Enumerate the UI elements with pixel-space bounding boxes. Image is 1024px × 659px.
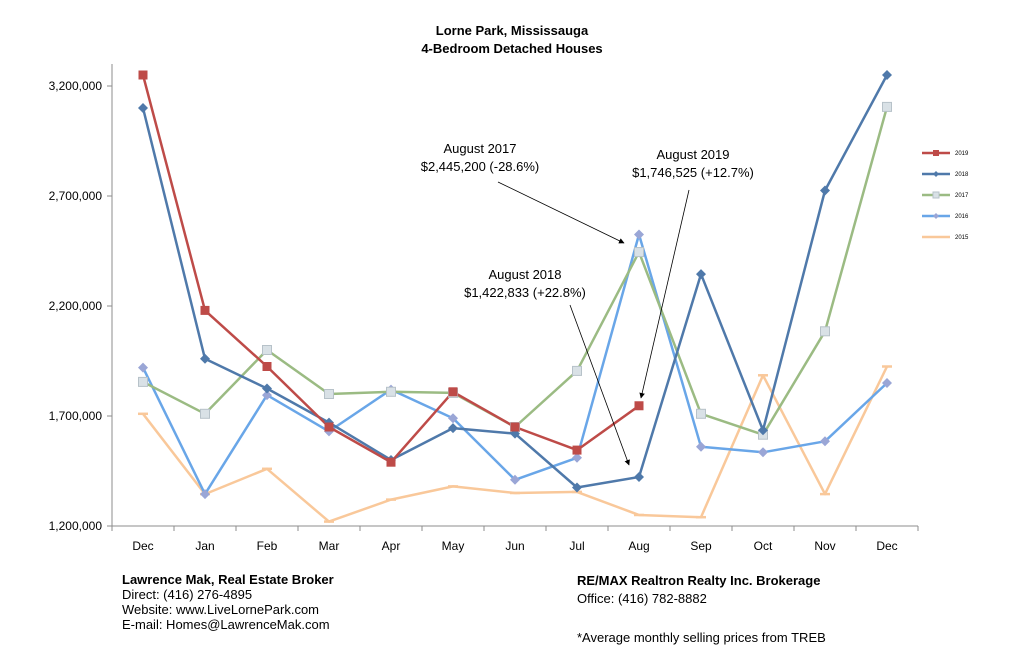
x-tick-label: Jul [569,539,584,553]
legend-label-2019: 2019 [955,151,969,157]
annotation-august-2019-title: August 2019 [656,147,730,162]
legend-label-2018: 2018 [955,172,969,178]
legend-marker-2018 [933,171,939,177]
data-point-2017 [324,389,334,399]
chart-title: Lorne Park, Mississauga [435,23,589,38]
data-point-2017 [200,408,210,419]
data-point-2018 [820,185,830,196]
x-tick-label: Feb [257,539,278,553]
brokerage-office-phone: Office: (416) 782-8882 [577,591,707,606]
legend-label-2015: 2015 [955,235,969,241]
data-point-2016 [882,378,892,388]
data-point-2017 [882,101,892,112]
data-point-2019 [138,70,148,80]
series-line-2015 [142,365,889,523]
data-point-2017 [262,345,272,355]
legend-marker-2019 [933,150,939,156]
data-point-2019 [200,305,210,315]
annotation-arrow-august-2019 [639,189,690,399]
data-point-2016 [510,474,520,485]
chart-subtitle: 4-Bedroom Detached Houses [421,41,603,56]
annotation-august-2017: August 2017 $2,445,200 (-28.6%) [405,140,555,176]
data-point-2019 [262,362,272,371]
data-point-2018 [882,70,892,80]
brokerage-contact: RE/MAX Realtron Realty Inc. Brokerage Of… [577,573,820,606]
data-point-2018 [200,353,210,364]
data-point-2017 [138,376,148,387]
data-point-2018 [448,423,458,434]
data-point-2016 [448,413,458,424]
data-point-2017 [572,365,582,376]
x-tick-label: May [442,539,465,553]
data-point-2019 [510,422,520,432]
annotation-august-2018-title: August 2018 [488,267,562,282]
data-point-2018 [758,425,768,436]
data-point-2016 [262,390,272,401]
data-point-2019 [634,401,644,411]
data-point-2016 [200,489,210,500]
annotation-august-2019-value: $1,746,525 (+12.7%) [632,165,754,180]
annotation-august-2019: August 2019 $1,746,525 (+12.7%) [618,146,768,182]
annotation-august-2018: August 2018 $1,422,833 (+22.8%) [450,266,600,302]
data-point-2017 [634,247,644,258]
legend-label-2017: 2017 [955,193,969,199]
data-point-2019 [386,457,396,467]
data-point-2018 [138,103,148,113]
data-point-2018 [572,482,582,493]
annotation-august-2018-value: $1,422,833 (+22.8%) [464,285,586,300]
x-tick-label: Dec [876,539,897,553]
y-tick-label: 2,700,000 [49,189,103,203]
data-point-2017 [386,386,396,397]
legend-label-2016: 2016 [955,214,969,220]
broker-website[interactable]: Website: www.LiveLornePark.com [122,602,320,617]
x-tick-label: Jun [505,539,524,553]
data-point-2016 [572,452,582,463]
data-point-2019 [448,387,458,397]
x-tick-label: Nov [814,539,835,553]
broker-name: Lawrence Mak, Real Estate Broker [122,572,334,587]
legend-marker-2016 [933,213,939,219]
y-tick-label: 3,200,000 [49,79,103,93]
data-point-2016 [634,229,644,240]
x-tick-label: Mar [319,539,340,553]
data-point-2016 [138,362,148,373]
y-tick-label: 1,700,000 [49,409,103,423]
data-point-2017 [696,408,706,419]
data-point-2018 [634,471,644,482]
x-tick-label: Apr [382,539,401,553]
data-point-2017 [820,326,830,337]
data-point-2019 [572,445,582,455]
data-point-2016 [758,447,768,458]
y-tick-label: 1,200,000 [49,519,103,533]
annotation-august-2017-title: August 2017 [443,141,517,156]
x-tick-label: Jan [195,539,214,553]
annotation-arrow-august-2018 [569,304,630,466]
x-tick-label: Dec [132,539,153,553]
broker-contact: Lawrence Mak, Real Estate Broker Direct:… [122,572,334,632]
data-point-2016 [820,436,830,447]
annotation-august-2017-value: $2,445,200 (-28.6%) [420,159,540,174]
data-point-2018 [696,269,706,280]
source-note: *Average monthly selling prices from TRE… [577,630,826,645]
brokerage-name: RE/MAX Realtron Realty Inc. Brokerage [577,573,821,588]
data-point-2016 [696,441,706,452]
broker-direct-phone: Direct: (416) 276-4895 [122,587,253,602]
data-point-2019 [324,422,334,432]
broker-email[interactable]: E-mail: Homes@LawrenceMak.com [122,617,330,632]
x-tick-label: Oct [754,539,773,553]
data-point-2018 [262,383,272,394]
x-tick-label: Aug [628,539,649,553]
annotation-arrow-august-2017 [497,181,625,244]
y-tick-label: 2,200,000 [49,299,103,313]
legend-marker-2017 [932,191,940,199]
x-tick-label: Sep [690,539,712,553]
